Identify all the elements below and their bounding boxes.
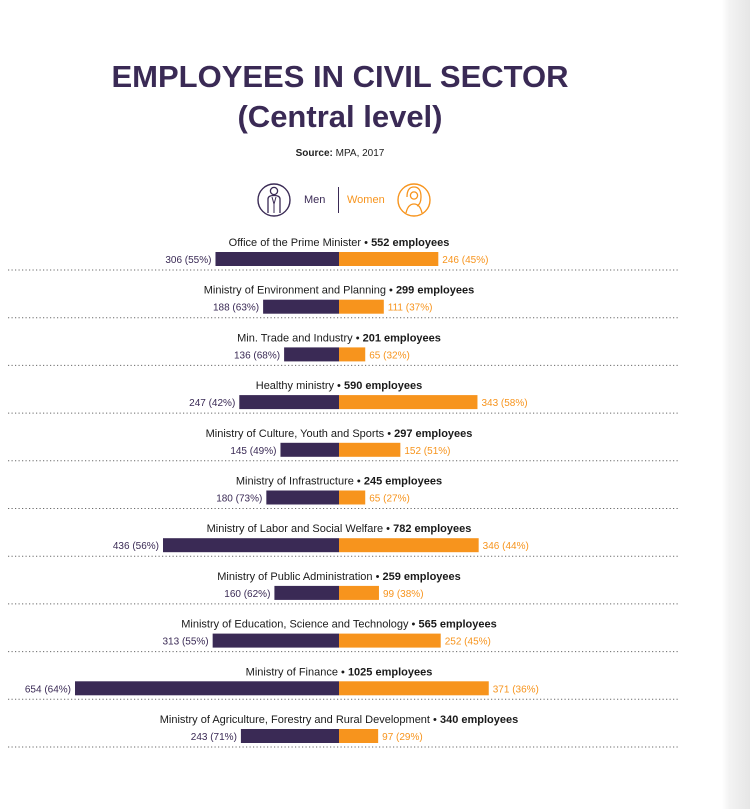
women-value-label: 346 (44%) bbox=[483, 541, 529, 552]
men-value-label: 247 (42%) bbox=[189, 398, 235, 409]
men-value-label: 654 (64%) bbox=[25, 684, 71, 695]
bar-men bbox=[240, 729, 339, 743]
women-value-label: 252 (45%) bbox=[445, 637, 491, 648]
bar-men bbox=[263, 299, 339, 314]
bar-men bbox=[280, 442, 339, 457]
women-value-label: 343 (58%) bbox=[481, 398, 527, 409]
man-icon bbox=[257, 183, 291, 217]
men-value-label: 136 (68%) bbox=[234, 350, 280, 361]
women-value-label: 99 (38%) bbox=[383, 589, 424, 600]
bar-men bbox=[284, 347, 339, 362]
category-label: Ministry of Infrastructure • 245 employe… bbox=[236, 476, 442, 488]
men-value-label: 180 (73%) bbox=[216, 494, 262, 505]
woman-icon bbox=[397, 183, 431, 217]
legend-men-label: Men bbox=[304, 194, 326, 206]
source-value: MPA, 2017 bbox=[335, 148, 385, 159]
men-value-label: 188 (63%) bbox=[213, 303, 259, 314]
men-value-label: 243 (71%) bbox=[191, 732, 237, 743]
bar-women bbox=[339, 252, 439, 266]
women-value-label: 65 (27%) bbox=[369, 494, 410, 505]
legend-women-label: Women bbox=[347, 194, 385, 206]
category-label: Ministry of Finance • 1025 employees bbox=[246, 666, 433, 678]
women-value-label: 97 (29%) bbox=[382, 732, 423, 743]
chart-title: EMPLOYEES IN CIVIL SECTOR bbox=[111, 59, 569, 94]
bar-women bbox=[339, 442, 401, 457]
source-note: Source: MPA, 2017 bbox=[0, 148, 680, 159]
women-value-label: 152 (51%) bbox=[404, 446, 450, 457]
page-edge-shadow bbox=[722, 0, 750, 809]
bar-women bbox=[339, 681, 489, 696]
bar-women bbox=[339, 299, 384, 314]
category-label: Office of the Prime Minister • 552 emplo… bbox=[229, 237, 450, 249]
bar-women bbox=[339, 395, 478, 410]
bar-men bbox=[163, 538, 339, 553]
women-value-label: 371 (36%) bbox=[493, 684, 539, 695]
chart-subtitle: (Central level) bbox=[237, 99, 443, 134]
bar-women bbox=[339, 347, 366, 362]
men-value-label: 436 (56%) bbox=[113, 541, 159, 552]
category-label: Ministry of Public Administration • 259 … bbox=[217, 571, 461, 583]
bar-women bbox=[339, 729, 379, 743]
source-label: Source: bbox=[295, 148, 333, 159]
bar-women bbox=[339, 490, 366, 505]
category-label: Ministry of Education, Science and Techn… bbox=[181, 619, 497, 631]
bar-men bbox=[239, 395, 339, 410]
men-value-label: 306 (55%) bbox=[165, 255, 211, 266]
bar-men bbox=[274, 585, 339, 600]
men-value-label: 313 (55%) bbox=[163, 637, 209, 648]
category-label: Healthy ministry • 590 employees bbox=[256, 380, 423, 392]
bar-men bbox=[212, 633, 339, 648]
category-label: Ministry of Environment and Planning • 2… bbox=[204, 285, 474, 297]
bar-women bbox=[339, 538, 479, 553]
bar-women bbox=[339, 585, 379, 600]
category-label: Ministry of Agriculture, Forestry and Ru… bbox=[160, 714, 518, 726]
women-value-label: 111 (37%) bbox=[388, 303, 433, 314]
bar-women bbox=[339, 633, 441, 648]
category-label: Ministry of Labor and Social Welfare • 7… bbox=[207, 523, 472, 535]
category-label: Ministry of Culture, Youth and Sports • … bbox=[206, 428, 473, 440]
legend-divider bbox=[338, 187, 339, 213]
legend: Men Women bbox=[0, 180, 680, 220]
category-label: Min. Trade and Industry • 201 employees bbox=[237, 332, 441, 344]
men-value-label: 160 (62%) bbox=[224, 589, 270, 600]
bar-men bbox=[215, 252, 339, 266]
women-value-label: 65 (32%) bbox=[369, 350, 410, 361]
men-value-label: 145 (49%) bbox=[230, 446, 276, 457]
bar-men bbox=[266, 490, 339, 505]
women-value-label: 246 (45%) bbox=[442, 255, 488, 266]
bar-men bbox=[75, 681, 339, 696]
